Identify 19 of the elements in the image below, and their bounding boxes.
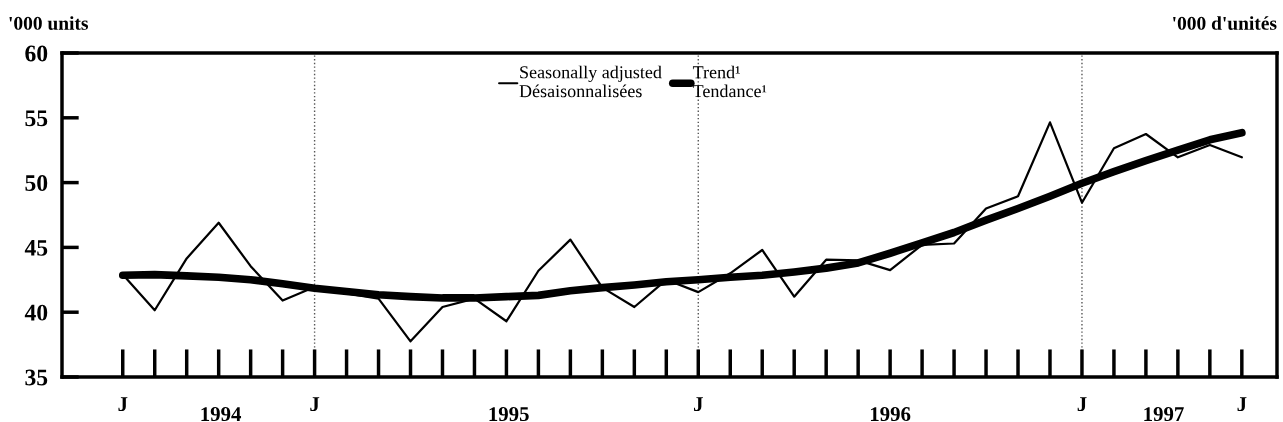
text: 1996: [870, 407, 911, 422]
text: 1994: [201, 407, 242, 422]
text: '000 d'unités: [1173, 16, 1277, 30]
legend-label: Seasonally adjusted Désaisonnalisées: [519, 65, 662, 98]
legend-label: Trend¹ Tendance¹: [692, 65, 767, 98]
x-tick-label: J: [310, 397, 320, 412]
y-axis-title: '000 units: [9, 16, 89, 30]
y-tick-label: 45: [24, 240, 48, 256]
x-tick-label: J: [693, 397, 703, 412]
text: 1995: [489, 407, 529, 422]
y-tick-label: 35: [25, 369, 48, 386]
text: 1997: [1144, 407, 1184, 422]
y-tick-label: 55: [25, 110, 48, 127]
x-tick-label: J: [1237, 397, 1247, 412]
x-tick-label: J: [1077, 397, 1087, 412]
x-tick-label: J: [118, 397, 128, 412]
y-tick-label: 60: [25, 45, 48, 62]
y-tick-label: 40: [24, 304, 48, 321]
y-tick-label: 50: [25, 175, 48, 192]
